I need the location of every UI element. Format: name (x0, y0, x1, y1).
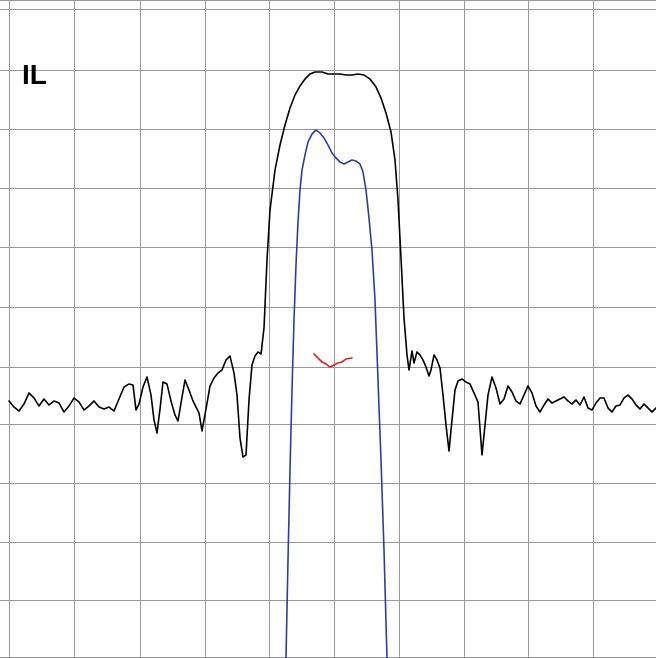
series-red-trace (313, 353, 353, 368)
panel-label: IL (22, 59, 47, 90)
series-group (8, 71, 656, 658)
series-blue-trace (285, 129, 388, 658)
series-black-trace (8, 71, 656, 458)
